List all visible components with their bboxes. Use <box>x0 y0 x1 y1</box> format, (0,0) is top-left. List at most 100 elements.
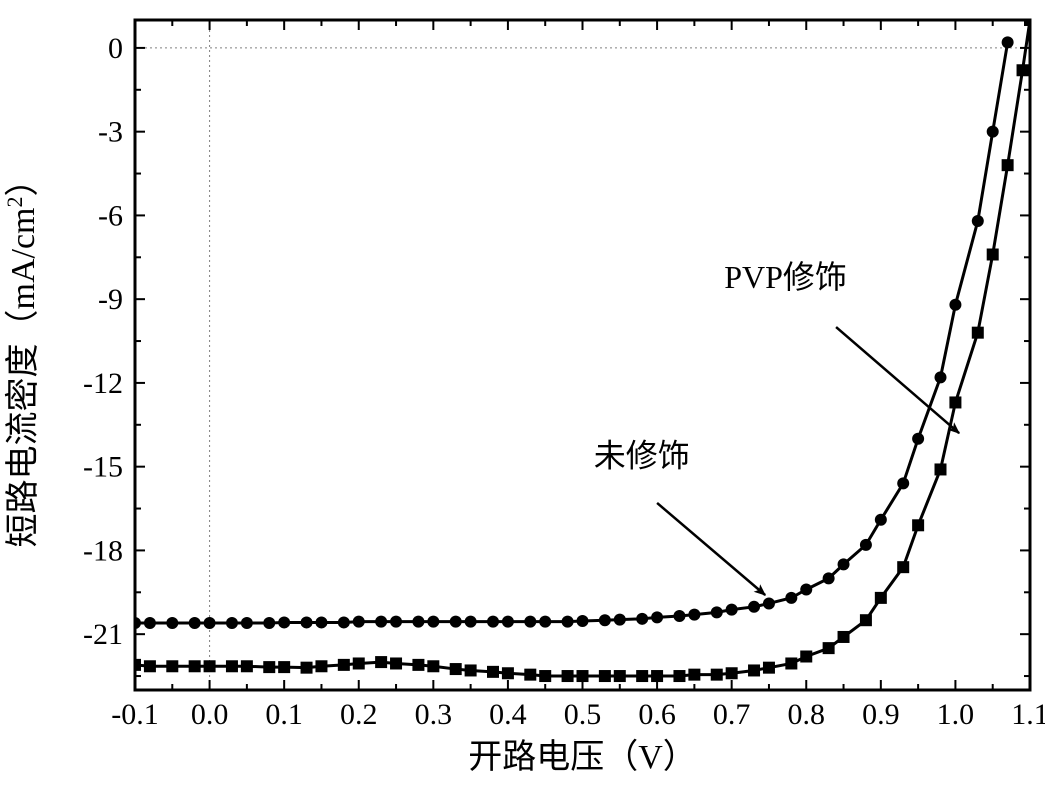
series-marker-pvp-modified <box>166 660 178 672</box>
series-marker-unmodified <box>278 616 290 628</box>
series-marker-pvp-modified <box>987 249 999 261</box>
x-tick-label: -0.1 <box>111 698 159 731</box>
series-marker-unmodified <box>412 616 424 628</box>
series-marker-pvp-modified <box>562 670 574 682</box>
series-marker-pvp-modified <box>390 657 402 669</box>
series-marker-pvp-modified <box>226 660 238 672</box>
series-marker-unmodified <box>562 616 574 628</box>
series-marker-pvp-modified <box>412 659 424 671</box>
series-marker-pvp-modified <box>427 660 439 672</box>
x-tick-label: 0.0 <box>191 698 229 731</box>
series-marker-unmodified <box>263 617 275 629</box>
series-marker-unmodified <box>450 616 462 628</box>
series-marker-pvp-modified <box>897 561 909 573</box>
series-marker-pvp-modified <box>487 666 499 678</box>
series-marker-pvp-modified <box>539 670 551 682</box>
series-marker-unmodified <box>375 616 387 628</box>
jv-curve-chart: -0.10.00.10.20.30.40.50.60.70.80.91.01.1… <box>0 0 1045 791</box>
series-marker-unmodified <box>800 584 812 596</box>
series-marker-unmodified <box>226 617 238 629</box>
x-tick-label: 0.8 <box>788 698 826 731</box>
series-marker-unmodified <box>487 616 499 628</box>
x-tick-label: 1.0 <box>937 698 975 731</box>
y-axis-title: 短路电流密度（mA/cm2） <box>2 163 43 548</box>
series-marker-unmodified <box>823 572 835 584</box>
series-marker-pvp-modified <box>726 667 738 679</box>
series-marker-unmodified <box>144 617 156 629</box>
series-marker-pvp-modified <box>353 657 365 669</box>
x-axis-title: 开路电压（V） <box>468 738 697 776</box>
y-tick-label: -21 <box>83 618 123 651</box>
series-marker-pvp-modified <box>875 592 887 604</box>
series-marker-pvp-modified <box>450 663 462 675</box>
series-marker-pvp-modified <box>315 660 327 672</box>
annotation-unmodified-label: 未修饰 <box>594 438 690 474</box>
series-marker-unmodified <box>673 610 685 622</box>
series-marker-pvp-modified <box>614 670 626 682</box>
series-marker-unmodified <box>204 617 216 629</box>
series-marker-unmodified <box>465 616 477 628</box>
series-marker-unmodified <box>636 613 648 625</box>
series-marker-unmodified <box>860 539 872 551</box>
series-marker-unmodified <box>987 126 999 138</box>
series-marker-unmodified <box>949 299 961 311</box>
y-tick-label: -15 <box>83 451 123 484</box>
series-marker-pvp-modified <box>800 651 812 663</box>
series-marker-pvp-modified <box>823 642 835 654</box>
series-marker-pvp-modified <box>972 327 984 339</box>
series-marker-unmodified <box>315 616 327 628</box>
y-tick-label: -6 <box>98 199 123 232</box>
series-marker-unmodified <box>785 592 797 604</box>
series-marker-unmodified <box>651 611 663 623</box>
series-marker-pvp-modified <box>599 670 611 682</box>
series-marker-unmodified <box>726 604 738 616</box>
series-marker-unmodified <box>935 371 947 383</box>
series-marker-unmodified <box>897 477 909 489</box>
series-marker-unmodified <box>614 614 626 626</box>
series-marker-unmodified <box>301 616 313 628</box>
series-marker-unmodified <box>338 616 350 628</box>
series-marker-unmodified <box>972 215 984 227</box>
x-tick-label: 0.1 <box>265 698 303 731</box>
series-marker-pvp-modified <box>375 656 387 668</box>
series-marker-unmodified <box>688 609 700 621</box>
series-marker-unmodified <box>166 617 178 629</box>
series-marker-pvp-modified <box>912 519 924 531</box>
series-marker-unmodified <box>502 616 514 628</box>
series-marker-pvp-modified <box>301 662 313 674</box>
series-marker-unmodified <box>1002 36 1014 48</box>
series-marker-unmodified <box>763 597 775 609</box>
y-tick-label: -9 <box>98 283 123 316</box>
series-marker-pvp-modified <box>502 667 514 679</box>
series-marker-pvp-modified <box>711 669 723 681</box>
series-marker-pvp-modified <box>278 661 290 673</box>
x-tick-label: 0.2 <box>340 698 378 731</box>
x-tick-label: 0.9 <box>862 698 900 731</box>
x-tick-label: 0.6 <box>638 698 676 731</box>
series-marker-pvp-modified <box>935 463 947 475</box>
series-marker-unmodified <box>189 617 201 629</box>
series-marker-pvp-modified <box>189 660 201 672</box>
series-marker-pvp-modified <box>785 657 797 669</box>
series-marker-unmodified <box>241 617 253 629</box>
x-tick-label: 0.7 <box>713 698 751 731</box>
series-marker-pvp-modified <box>838 631 850 643</box>
x-tick-label: 0.5 <box>564 698 602 731</box>
series-marker-unmodified <box>353 616 365 628</box>
chart-background <box>0 0 1045 791</box>
series-marker-unmodified <box>838 558 850 570</box>
series-marker-unmodified <box>711 606 723 618</box>
series-marker-unmodified <box>577 615 589 627</box>
y-tick-label: 0 <box>108 32 123 65</box>
series-marker-pvp-modified <box>1002 159 1014 171</box>
series-marker-unmodified <box>875 514 887 526</box>
y-tick-label: -3 <box>98 116 123 149</box>
series-marker-unmodified <box>599 614 611 626</box>
series-marker-pvp-modified <box>636 670 648 682</box>
series-marker-unmodified <box>524 616 536 628</box>
y-tick-label: -12 <box>83 367 123 400</box>
y-tick-label: -18 <box>83 534 123 567</box>
series-marker-pvp-modified <box>241 660 253 672</box>
series-marker-unmodified <box>748 601 760 613</box>
x-tick-label: 0.3 <box>415 698 453 731</box>
